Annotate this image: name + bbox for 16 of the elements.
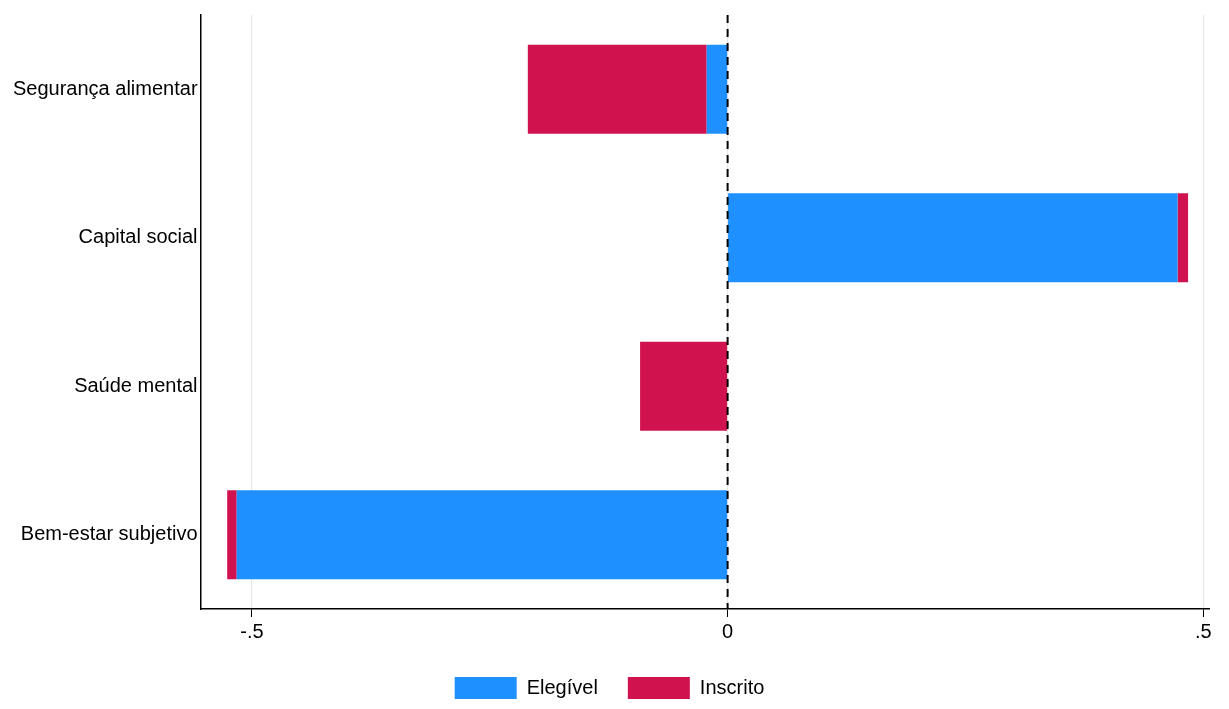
- y-tick-label: Saúde mental: [74, 373, 198, 396]
- bar: [1177, 193, 1189, 283]
- x-tick-label: .5: [1194, 619, 1212, 642]
- bar: [706, 44, 728, 134]
- legend-label: Inscrito: [699, 675, 765, 698]
- legend-label: Elegível: [526, 675, 598, 698]
- bar: [227, 490, 237, 580]
- x-tick-label: 0: [722, 619, 734, 642]
- bar: [527, 44, 707, 134]
- y-tick-label: Segurança alimentar: [12, 76, 198, 99]
- bar: [236, 490, 728, 580]
- bar: [728, 193, 1178, 283]
- y-tick-label: Capital social: [78, 225, 198, 248]
- x-tick-label: -.5: [240, 619, 264, 642]
- bar: [640, 341, 728, 431]
- y-tick-label: Bem-estar subjetivo: [20, 522, 198, 545]
